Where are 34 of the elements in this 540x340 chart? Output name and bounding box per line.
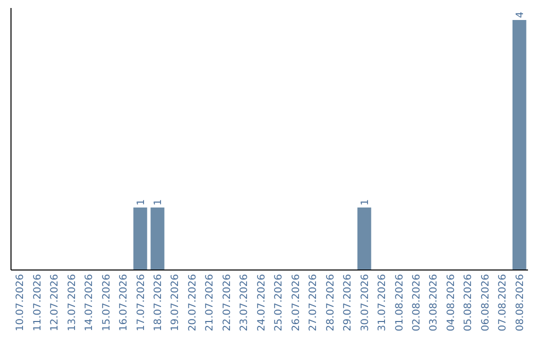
- data-label: 4: [514, 12, 526, 18]
- data-label: 1: [152, 199, 164, 206]
- x-tick-label: 01.08.2026: [394, 274, 406, 332]
- x-tick-label: 13.07.2026: [66, 274, 78, 332]
- x-tick-label: 11.07.2026: [32, 274, 44, 332]
- x-tick-label: 27.07.2026: [308, 274, 320, 332]
- x-tick-label: 22.07.2026: [222, 274, 233, 332]
- x-tick-label: 31.07.2026: [377, 274, 388, 332]
- x-tick-label: 29.07.2026: [342, 274, 354, 332]
- x-tick-label: 17.07.2026: [136, 274, 147, 332]
- x-tick-label: 26.07.2026: [290, 274, 302, 332]
- data-label: 1: [136, 199, 147, 206]
- x-tick-label: 20.07.2026: [187, 274, 198, 332]
- x-tick-label: 24.07.2026: [256, 274, 268, 332]
- x-tick-label: 08.08.2026: [514, 274, 526, 332]
- x-tick-label: 30.07.2026: [360, 274, 371, 332]
- x-tick-label: 10.07.2026: [15, 274, 26, 332]
- x-tick-label: 18.07.2026: [152, 274, 164, 332]
- x-tick-label: 06.08.2026: [480, 274, 492, 332]
- x-tick-label: 04.08.2026: [446, 274, 457, 332]
- x-tick-label: 03.08.2026: [428, 274, 440, 332]
- x-tick-label: 05.08.2026: [463, 274, 474, 332]
- x-tick-label: 07.08.2026: [498, 274, 509, 332]
- x-tick-label: 21.07.2026: [204, 274, 216, 332]
- x-tick-label: 25.07.2026: [274, 274, 285, 332]
- x-tick-label: 12.07.2026: [50, 274, 61, 332]
- x-tick-label: 28.07.2026: [325, 274, 336, 332]
- x-tick-label: 16.07.2026: [118, 274, 130, 332]
- x-tick-label: 23.07.2026: [239, 274, 250, 332]
- x-tick-label: 15.07.2026: [101, 274, 112, 332]
- x-tick-label: 14.07.2026: [84, 274, 96, 332]
- x-tick-label: 02.08.2026: [411, 274, 422, 332]
- x-tick-label: 19.07.2026: [170, 274, 182, 332]
- data-label: 1: [360, 199, 371, 206]
